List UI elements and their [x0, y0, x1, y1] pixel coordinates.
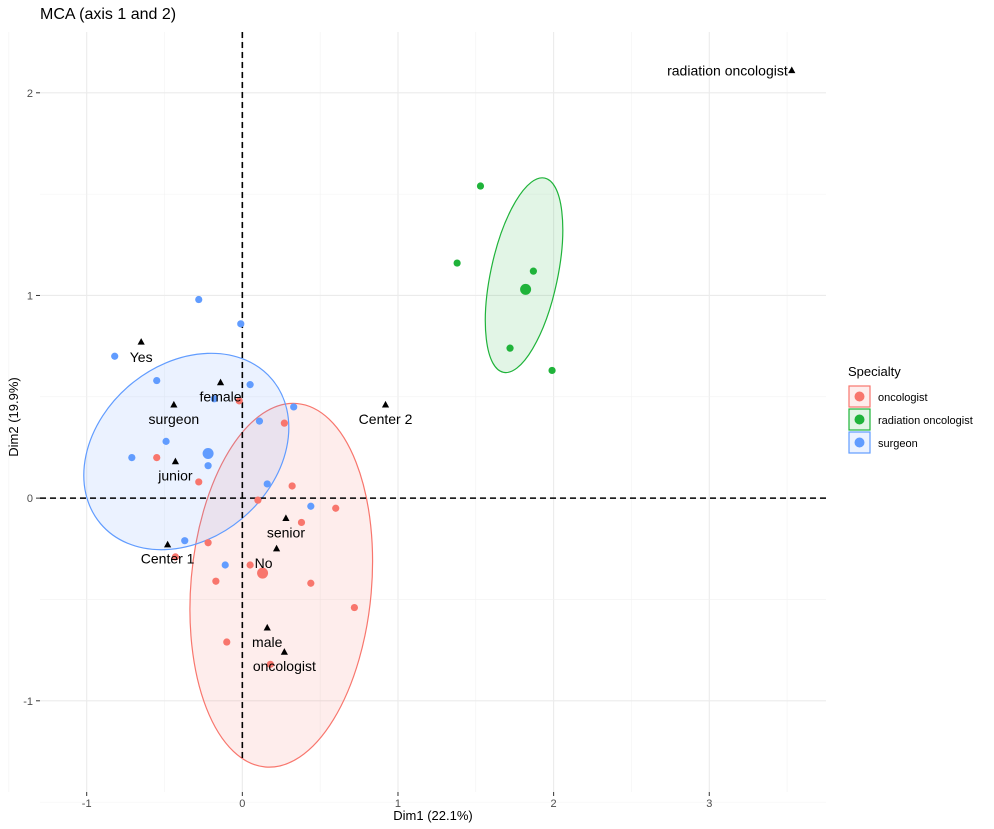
y-axis-title: Dim2 (19.9%)	[6, 377, 21, 456]
category-label: No	[255, 555, 273, 571]
category-label: oncologist	[253, 658, 316, 674]
legend-label: surgeon	[878, 438, 918, 450]
x-tick-label: 1	[395, 798, 401, 810]
x-tick-label: -1	[82, 798, 92, 810]
category-marker	[170, 400, 178, 408]
individual-point	[153, 376, 161, 385]
reference-lines	[40, 32, 826, 762]
category-label: male	[252, 634, 283, 650]
individual-point	[195, 295, 203, 304]
individual-point	[254, 496, 262, 504]
group-centroids	[202, 283, 532, 579]
confidence-ellipse	[484, 177, 564, 374]
category-marker	[171, 457, 180, 465]
legend-swatch	[854, 391, 865, 402]
category-label: Center 1	[141, 551, 195, 567]
category-marker	[381, 400, 390, 408]
axes: -1 0 1 2 3 -1 0 1 2	[23, 88, 712, 810]
individual-points	[111, 182, 556, 668]
individual-point	[195, 478, 203, 486]
individual-point	[235, 397, 243, 405]
individual-point	[210, 395, 218, 403]
legend-title: Specialty	[848, 364, 901, 379]
category-marker	[282, 514, 290, 521]
y-tick-label: -1	[23, 696, 33, 708]
individual-point	[246, 381, 254, 389]
individual-point	[350, 603, 358, 612]
category-marker	[263, 623, 271, 631]
confidence-ellipses	[83, 177, 564, 768]
category-marker	[164, 540, 172, 548]
individual-point	[111, 352, 119, 360]
category-marker	[280, 648, 288, 655]
group-centroid	[520, 283, 532, 295]
individual-point	[204, 462, 212, 470]
individual-point	[288, 482, 296, 490]
legend-swatch	[854, 414, 865, 425]
group-centroid	[202, 448, 214, 460]
x-tick-label: 3	[706, 798, 712, 810]
category-marker	[788, 66, 796, 74]
individual-point	[153, 454, 161, 462]
category-marker	[272, 544, 281, 552]
individual-point	[453, 259, 461, 267]
legend-label: oncologist	[878, 392, 928, 404]
individual-point	[171, 553, 180, 561]
individual-point	[290, 403, 298, 411]
category-label: surgeon	[149, 411, 200, 427]
confidence-ellipse	[189, 402, 374, 768]
individual-point	[263, 480, 271, 488]
category-marker	[137, 338, 145, 345]
individual-point	[162, 437, 170, 445]
chart-title: MCA (axis 1 and 2)	[40, 6, 176, 23]
x-axis-title: Dim1 (22.1%)	[393, 808, 472, 823]
individual-point	[266, 660, 274, 668]
individual-point	[221, 561, 229, 569]
individual-point	[246, 561, 254, 569]
legend: Specialty oncologist radiation oncologist…	[848, 364, 973, 454]
individual-point	[128, 454, 136, 462]
individual-point	[280, 419, 288, 427]
individual-point	[529, 267, 537, 275]
individual-point	[548, 366, 556, 375]
category-label: junior	[157, 468, 193, 484]
individual-point	[307, 579, 315, 587]
category-label: female	[200, 389, 242, 405]
category-label: senior	[267, 524, 305, 540]
individual-point	[223, 638, 231, 646]
legend-swatch	[854, 437, 865, 448]
individual-point	[476, 182, 485, 190]
category-label: Yes	[130, 349, 153, 365]
category-label: Center 2	[359, 411, 413, 427]
individual-point	[181, 537, 189, 545]
individual-point	[307, 502, 315, 510]
individual-point	[297, 518, 306, 527]
y-tick-label: 1	[27, 290, 33, 302]
individual-point	[237, 320, 245, 328]
category-marker	[216, 378, 225, 386]
individual-point	[255, 417, 264, 425]
x-tick-label: 0	[239, 798, 245, 810]
group-centroid	[257, 567, 269, 579]
individual-point	[212, 577, 220, 585]
individual-point	[204, 539, 212, 547]
legend-label: radiation oncologist	[878, 415, 973, 427]
y-tick-label: 2	[27, 88, 33, 100]
category-label: radiation oncologist	[667, 63, 788, 79]
individual-point	[506, 344, 514, 352]
individual-point	[332, 504, 340, 512]
x-tick-label: 2	[551, 798, 557, 810]
y-tick-label: 0	[27, 493, 33, 505]
